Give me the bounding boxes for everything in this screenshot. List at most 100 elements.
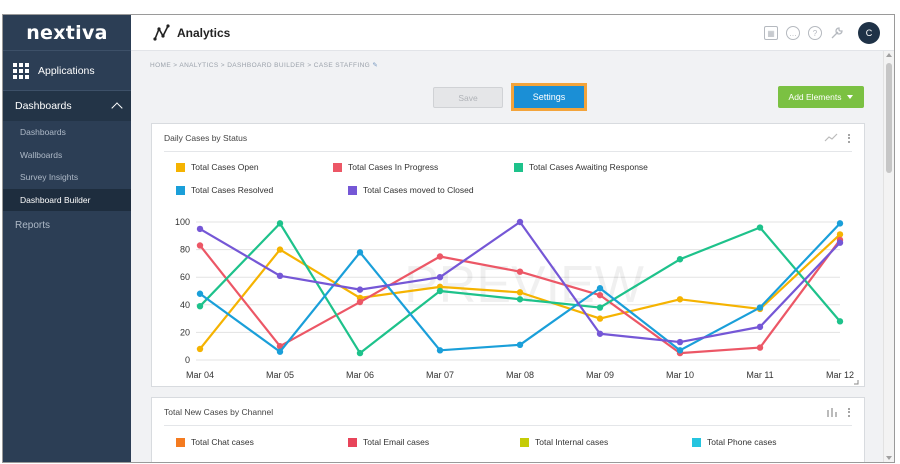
- data-point: [516, 268, 524, 275]
- scroll-down-icon[interactable]: [886, 456, 892, 460]
- pencil-icon[interactable]: ✎: [372, 62, 379, 69]
- save-button[interactable]: Save: [433, 87, 503, 108]
- legend-item[interactable]: Total Chat cases: [176, 437, 254, 447]
- data-point: [196, 345, 204, 353]
- scrollbar-thumb[interactable]: [886, 63, 892, 173]
- card-tools: [824, 133, 850, 143]
- scroll-up-icon[interactable]: [886, 53, 892, 57]
- legend-label: Total Chat cases: [191, 437, 254, 447]
- y-tick-label: 60: [180, 272, 190, 282]
- sidebar-item-reports[interactable]: Reports: [15, 219, 51, 231]
- data-point: [196, 225, 204, 233]
- avatar[interactable]: C: [858, 22, 880, 44]
- sidebar-dashboards-section[interactable]: Dashboards: [3, 91, 131, 121]
- legend-swatch: [176, 185, 185, 195]
- breadcrumb-text: HOME > ANALYTICS > DASHBOARD BUILDER > C…: [150, 62, 371, 69]
- legend-swatch: [176, 437, 185, 447]
- data-point: [196, 242, 204, 249]
- apps-grid-icon: [13, 62, 29, 79]
- legend-item[interactable]: Total Phone cases: [692, 437, 776, 447]
- vertical-scrollbar[interactable]: [883, 51, 894, 462]
- analytics-icon: [153, 23, 170, 41]
- data-point: [356, 286, 364, 293]
- legend-label: Total Cases Open: [191, 162, 259, 172]
- line-chart-icon[interactable]: [824, 133, 838, 143]
- legend-item[interactable]: Total Cases moved to Closed: [348, 185, 474, 195]
- x-tick-label: Mar 11: [746, 370, 773, 380]
- sidebar-item-survey-insights[interactable]: Survey Insights: [20, 172, 79, 183]
- data-point: [676, 296, 684, 303]
- data-point: [436, 253, 444, 260]
- data-point: [596, 330, 604, 337]
- dashboards-header-label: Dashboards: [15, 100, 72, 112]
- data-point: [276, 246, 284, 253]
- data-point: [836, 231, 844, 238]
- sidebar-item-dashboard-builder[interactable]: Dashboard Builder: [3, 188, 131, 211]
- caret-down-icon: [847, 95, 854, 99]
- legend-item[interactable]: Total Cases Open: [176, 162, 259, 172]
- settings-button[interactable]: Settings: [511, 83, 587, 111]
- legend-label: Total Internal cases: [535, 437, 609, 447]
- y-tick-label: 80: [180, 245, 190, 255]
- sidebar-item-dashboards[interactable]: Dashboards: [20, 127, 66, 138]
- calendar-icon[interactable]: ▦: [764, 26, 778, 40]
- brand-logo[interactable]: nextiva: [3, 15, 131, 51]
- data-point: [836, 318, 844, 325]
- new-cases-card: Total New Cases by Channel Total Chat ca…: [151, 397, 865, 462]
- wrench-icon[interactable]: [830, 26, 844, 40]
- x-tick-label: Mar 09: [586, 370, 614, 380]
- page-title: Analytics: [177, 25, 231, 40]
- x-tick-label: Mar 10: [666, 370, 694, 380]
- legend-item[interactable]: Total Cases In Progress: [333, 162, 438, 172]
- data-point: [596, 304, 604, 311]
- top-bar: Analytics: [131, 15, 894, 51]
- breadcrumb[interactable]: HOME > ANALYTICS > DASHBOARD BUILDER > C…: [150, 61, 378, 69]
- data-point: [676, 338, 684, 346]
- add-elements-label: Add Elements: [788, 92, 842, 102]
- legend-label: Total Email cases: [363, 437, 430, 447]
- data-point: [276, 272, 284, 280]
- data-point: [436, 274, 444, 281]
- data-point: [436, 347, 444, 354]
- card-title: Daily Cases by Status: [164, 124, 852, 152]
- x-tick-label: Mar 07: [426, 370, 454, 380]
- sidebar-item-wallboards[interactable]: Wallboards: [20, 149, 63, 160]
- legend-item[interactable]: Total Internal cases: [520, 437, 608, 447]
- data-point: [516, 341, 524, 349]
- data-point: [676, 347, 684, 354]
- data-point: [756, 323, 764, 331]
- bar-chart-icon[interactable]: [826, 407, 838, 417]
- x-tick-label: Mar 08: [506, 370, 534, 380]
- data-point: [516, 289, 524, 296]
- chat-icon[interactable]: …: [786, 26, 800, 40]
- legend-label: Total Phone cases: [707, 437, 777, 447]
- data-point: [276, 348, 284, 355]
- more-options-icon[interactable]: [848, 133, 850, 143]
- data-point: [276, 220, 284, 227]
- legend-item[interactable]: Total Email cases: [348, 437, 429, 447]
- legend-item[interactable]: Total Cases Awaiting Response: [514, 162, 648, 172]
- data-point: [756, 304, 764, 311]
- legend-item[interactable]: Total Cases Resolved: [176, 185, 273, 195]
- legend-label: Total Cases Resolved: [191, 185, 274, 195]
- legend-swatch: [348, 437, 357, 447]
- y-tick-label: 0: [185, 355, 190, 365]
- line-chart: 0 20 40 60 80 100 Mar 04 Mar 05 Mar 06 Mar 07 Mar …: [175, 217, 859, 385]
- main-content: Analytics ▦ … ? C HOME > ANALYTICS > DAS…: [131, 15, 894, 462]
- y-tick-label: 40: [180, 300, 190, 310]
- data-point: [436, 287, 444, 295]
- data-point: [836, 220, 844, 227]
- x-tick-label: Mar 05: [266, 370, 294, 380]
- add-elements-button[interactable]: Add Elements: [778, 86, 864, 108]
- legend-swatch: [514, 162, 523, 172]
- legend-label: Total Cases moved to Closed: [363, 185, 474, 195]
- data-point: [756, 344, 764, 351]
- data-point: [516, 296, 524, 303]
- data-point: [356, 249, 364, 256]
- x-tick-label: Mar 12: [826, 370, 854, 380]
- data-point: [676, 256, 684, 263]
- applications-menu[interactable]: Applications: [3, 51, 131, 91]
- more-options-icon[interactable]: [848, 407, 850, 417]
- data-point: [596, 291, 604, 299]
- help-icon[interactable]: ?: [808, 26, 822, 40]
